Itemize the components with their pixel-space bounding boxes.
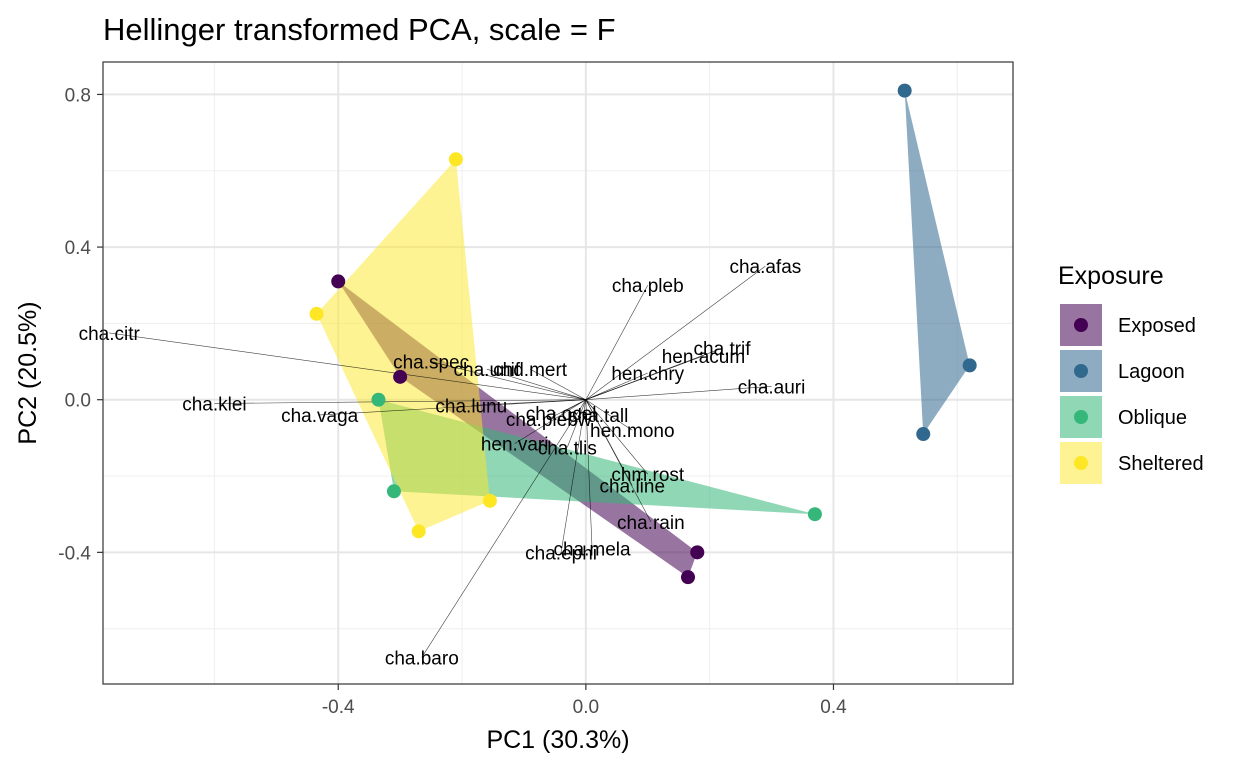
vector-cha-unif <box>486 368 586 400</box>
vector-label: cha.spec <box>393 353 469 374</box>
vector-label: cha.trif <box>694 339 752 360</box>
point-exposed <box>681 570 695 585</box>
legend-label: Exposed <box>1118 315 1196 337</box>
vector-cha-spec <box>431 361 586 401</box>
vector-label: cha.auri <box>738 377 806 398</box>
vector-cha-ephi <box>560 399 587 553</box>
group-hulls <box>316 90 970 578</box>
y-axis-title: PC2 (20.5%) <box>14 301 42 444</box>
vector-label: cha.rain <box>617 513 685 534</box>
plot-panel <box>103 62 1013 684</box>
x-tick-label: -0.4 <box>322 697 355 718</box>
vector-label: hen.vari <box>481 435 549 456</box>
vector-label: cha.unif <box>454 360 521 381</box>
hull-sheltered <box>316 159 490 532</box>
chart-title: Hellinger transformed PCA, scale = F <box>103 12 616 47</box>
legend-key-point <box>1074 410 1088 424</box>
legend-label: Sheltered <box>1118 453 1204 475</box>
vector-label: chd.mert <box>493 360 568 381</box>
vector-label: cha.ocel <box>526 404 597 425</box>
point-sheltered <box>411 524 426 539</box>
point-oblique <box>807 507 822 522</box>
legend: Exposure Exposed Lagoon Oblique Sheltered <box>1058 262 1204 484</box>
vector-cha-citr <box>109 332 586 401</box>
y-tick-label: 0.0 <box>65 391 91 412</box>
point-sheltered <box>309 306 324 321</box>
vector-label: cha.lunu <box>435 396 507 417</box>
vector-cha-klei <box>214 399 586 404</box>
point-exposed <box>690 545 705 560</box>
vector-label: cha.line <box>600 477 666 498</box>
legend-key-point <box>1074 456 1088 470</box>
y-axis: -0.4 0.0 0.4 0.8 <box>58 85 103 564</box>
legend-title: Exposure <box>1058 262 1164 290</box>
vector-cha-afas <box>585 265 766 400</box>
point-lagoon <box>897 83 912 98</box>
x-tick-label: 0.0 <box>573 697 599 718</box>
point-sheltered <box>482 493 497 508</box>
vector-cha-auri <box>585 386 772 401</box>
legend-key-point <box>1074 364 1088 378</box>
x-axis: -0.4 0.0 0.4 <box>322 684 847 718</box>
y-tick-label: 0.4 <box>65 238 92 259</box>
vector-label: cha.ephi <box>525 543 597 564</box>
vector-label: cha.baro <box>385 648 459 669</box>
vector-label: cha.vaga <box>281 406 359 427</box>
vector-label: hen.mono <box>590 421 675 442</box>
vector-cha-tlis <box>567 399 587 448</box>
hull-lagoon <box>904 90 970 435</box>
point-sheltered <box>448 152 463 167</box>
vector-label: cha.mela <box>553 540 631 561</box>
vector-cha-baro <box>421 399 587 658</box>
y-tick-label: 0.8 <box>65 85 91 106</box>
vector-cha-mela <box>585 399 593 549</box>
vector-hen-mono <box>585 399 633 431</box>
point-oblique <box>371 392 386 407</box>
loading-vectors <box>109 265 772 658</box>
vector-cha-plebw <box>548 399 586 420</box>
vector-hen-vari <box>514 399 587 444</box>
point-exposed <box>393 369 408 384</box>
vector-cha-pleb <box>585 285 649 400</box>
vector-label: hen.chry <box>611 364 684 385</box>
point-lagoon <box>962 358 977 373</box>
vector-label: cha.pleb <box>612 276 684 297</box>
vector-label: cha.tlis <box>538 438 597 459</box>
vector-label: cha.tall <box>568 406 628 427</box>
major-gridlines <box>103 62 1013 684</box>
vector-label: hen.acum <box>662 347 745 368</box>
panel-border <box>102 61 1014 685</box>
vector-chd-mert <box>529 368 587 400</box>
legend-key-point <box>1074 318 1088 332</box>
y-tick-label: -0.4 <box>58 543 91 564</box>
vector-cha-vaga <box>319 399 586 416</box>
loading-labels: cha.citr cha.pleb cha.afas cha.trifhen.acum… <box>79 257 806 669</box>
vector-hen-chry <box>585 372 648 400</box>
vector-label: cha.klei <box>182 395 246 416</box>
vector-cha-rain <box>585 399 652 522</box>
vector-label: chm.rost <box>611 465 685 486</box>
x-tick-label: 0.4 <box>820 697 847 718</box>
sample-points <box>309 83 977 585</box>
vector-label: cha.citr <box>79 324 141 345</box>
vector-cha-lunu <box>471 399 586 406</box>
legend-label: Lagoon <box>1118 361 1185 383</box>
x-axis-title: PC1 (30.3%) <box>486 726 629 754</box>
vector-hen-acum <box>585 355 704 400</box>
vector-label: cha.afas <box>729 257 801 278</box>
point-lagoon <box>916 427 931 442</box>
point-exposed <box>331 274 346 289</box>
point-oblique <box>386 484 401 499</box>
vector-chm-rost <box>585 399 648 475</box>
vector-label: cha.plebw <box>506 410 592 431</box>
legend-label: Oblique <box>1118 407 1187 429</box>
